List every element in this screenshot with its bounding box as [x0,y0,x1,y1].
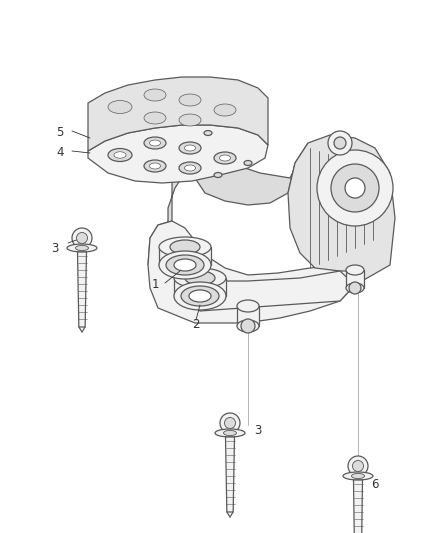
Circle shape [331,164,379,212]
Ellipse shape [343,472,373,480]
Ellipse shape [352,473,364,479]
Polygon shape [353,480,363,533]
Ellipse shape [159,251,211,279]
Ellipse shape [214,173,222,177]
Circle shape [77,232,88,244]
Ellipse shape [179,114,201,126]
Ellipse shape [144,89,166,101]
Ellipse shape [166,255,204,275]
Polygon shape [88,125,268,183]
Polygon shape [159,247,211,265]
Ellipse shape [179,162,201,174]
Ellipse shape [204,131,212,135]
Ellipse shape [223,431,237,435]
Ellipse shape [184,165,195,171]
Polygon shape [78,252,86,327]
Ellipse shape [159,237,211,257]
Polygon shape [346,270,364,288]
Ellipse shape [149,140,160,146]
Circle shape [349,282,361,294]
Text: 3: 3 [51,241,59,254]
Text: 2: 2 [192,319,200,332]
Ellipse shape [149,163,160,169]
Text: 4: 4 [56,147,64,159]
Ellipse shape [144,137,166,149]
Polygon shape [192,271,355,311]
Ellipse shape [215,429,245,437]
Ellipse shape [179,94,201,106]
Ellipse shape [219,155,230,161]
Circle shape [348,456,368,476]
Text: 6: 6 [371,479,379,491]
Ellipse shape [346,265,364,275]
Ellipse shape [214,104,236,116]
Text: 1: 1 [151,279,159,292]
Polygon shape [288,135,395,285]
Ellipse shape [75,245,88,251]
Ellipse shape [181,286,219,306]
Circle shape [353,461,364,472]
Ellipse shape [144,160,166,172]
Text: 3: 3 [254,424,261,438]
Polygon shape [174,278,226,296]
Polygon shape [148,221,355,323]
Circle shape [220,413,240,433]
Circle shape [345,178,365,198]
Polygon shape [237,306,259,326]
Circle shape [241,319,255,333]
Ellipse shape [144,112,166,124]
Circle shape [334,137,346,149]
Ellipse shape [346,283,364,293]
Ellipse shape [237,300,259,312]
Circle shape [317,150,393,226]
Polygon shape [226,437,234,512]
Ellipse shape [179,142,201,154]
Ellipse shape [108,101,132,114]
Ellipse shape [170,240,200,254]
Ellipse shape [67,244,97,252]
Polygon shape [88,77,268,151]
Circle shape [328,131,352,155]
Ellipse shape [189,290,211,302]
Circle shape [225,417,236,429]
Ellipse shape [185,271,215,285]
Ellipse shape [174,268,226,288]
Ellipse shape [244,160,252,166]
Ellipse shape [114,152,126,158]
Ellipse shape [174,282,226,310]
Circle shape [72,228,92,248]
Ellipse shape [237,320,259,332]
Text: 5: 5 [57,126,64,140]
Ellipse shape [214,152,236,164]
Polygon shape [148,123,308,265]
Ellipse shape [184,145,195,151]
Ellipse shape [174,259,196,271]
Ellipse shape [108,149,132,161]
